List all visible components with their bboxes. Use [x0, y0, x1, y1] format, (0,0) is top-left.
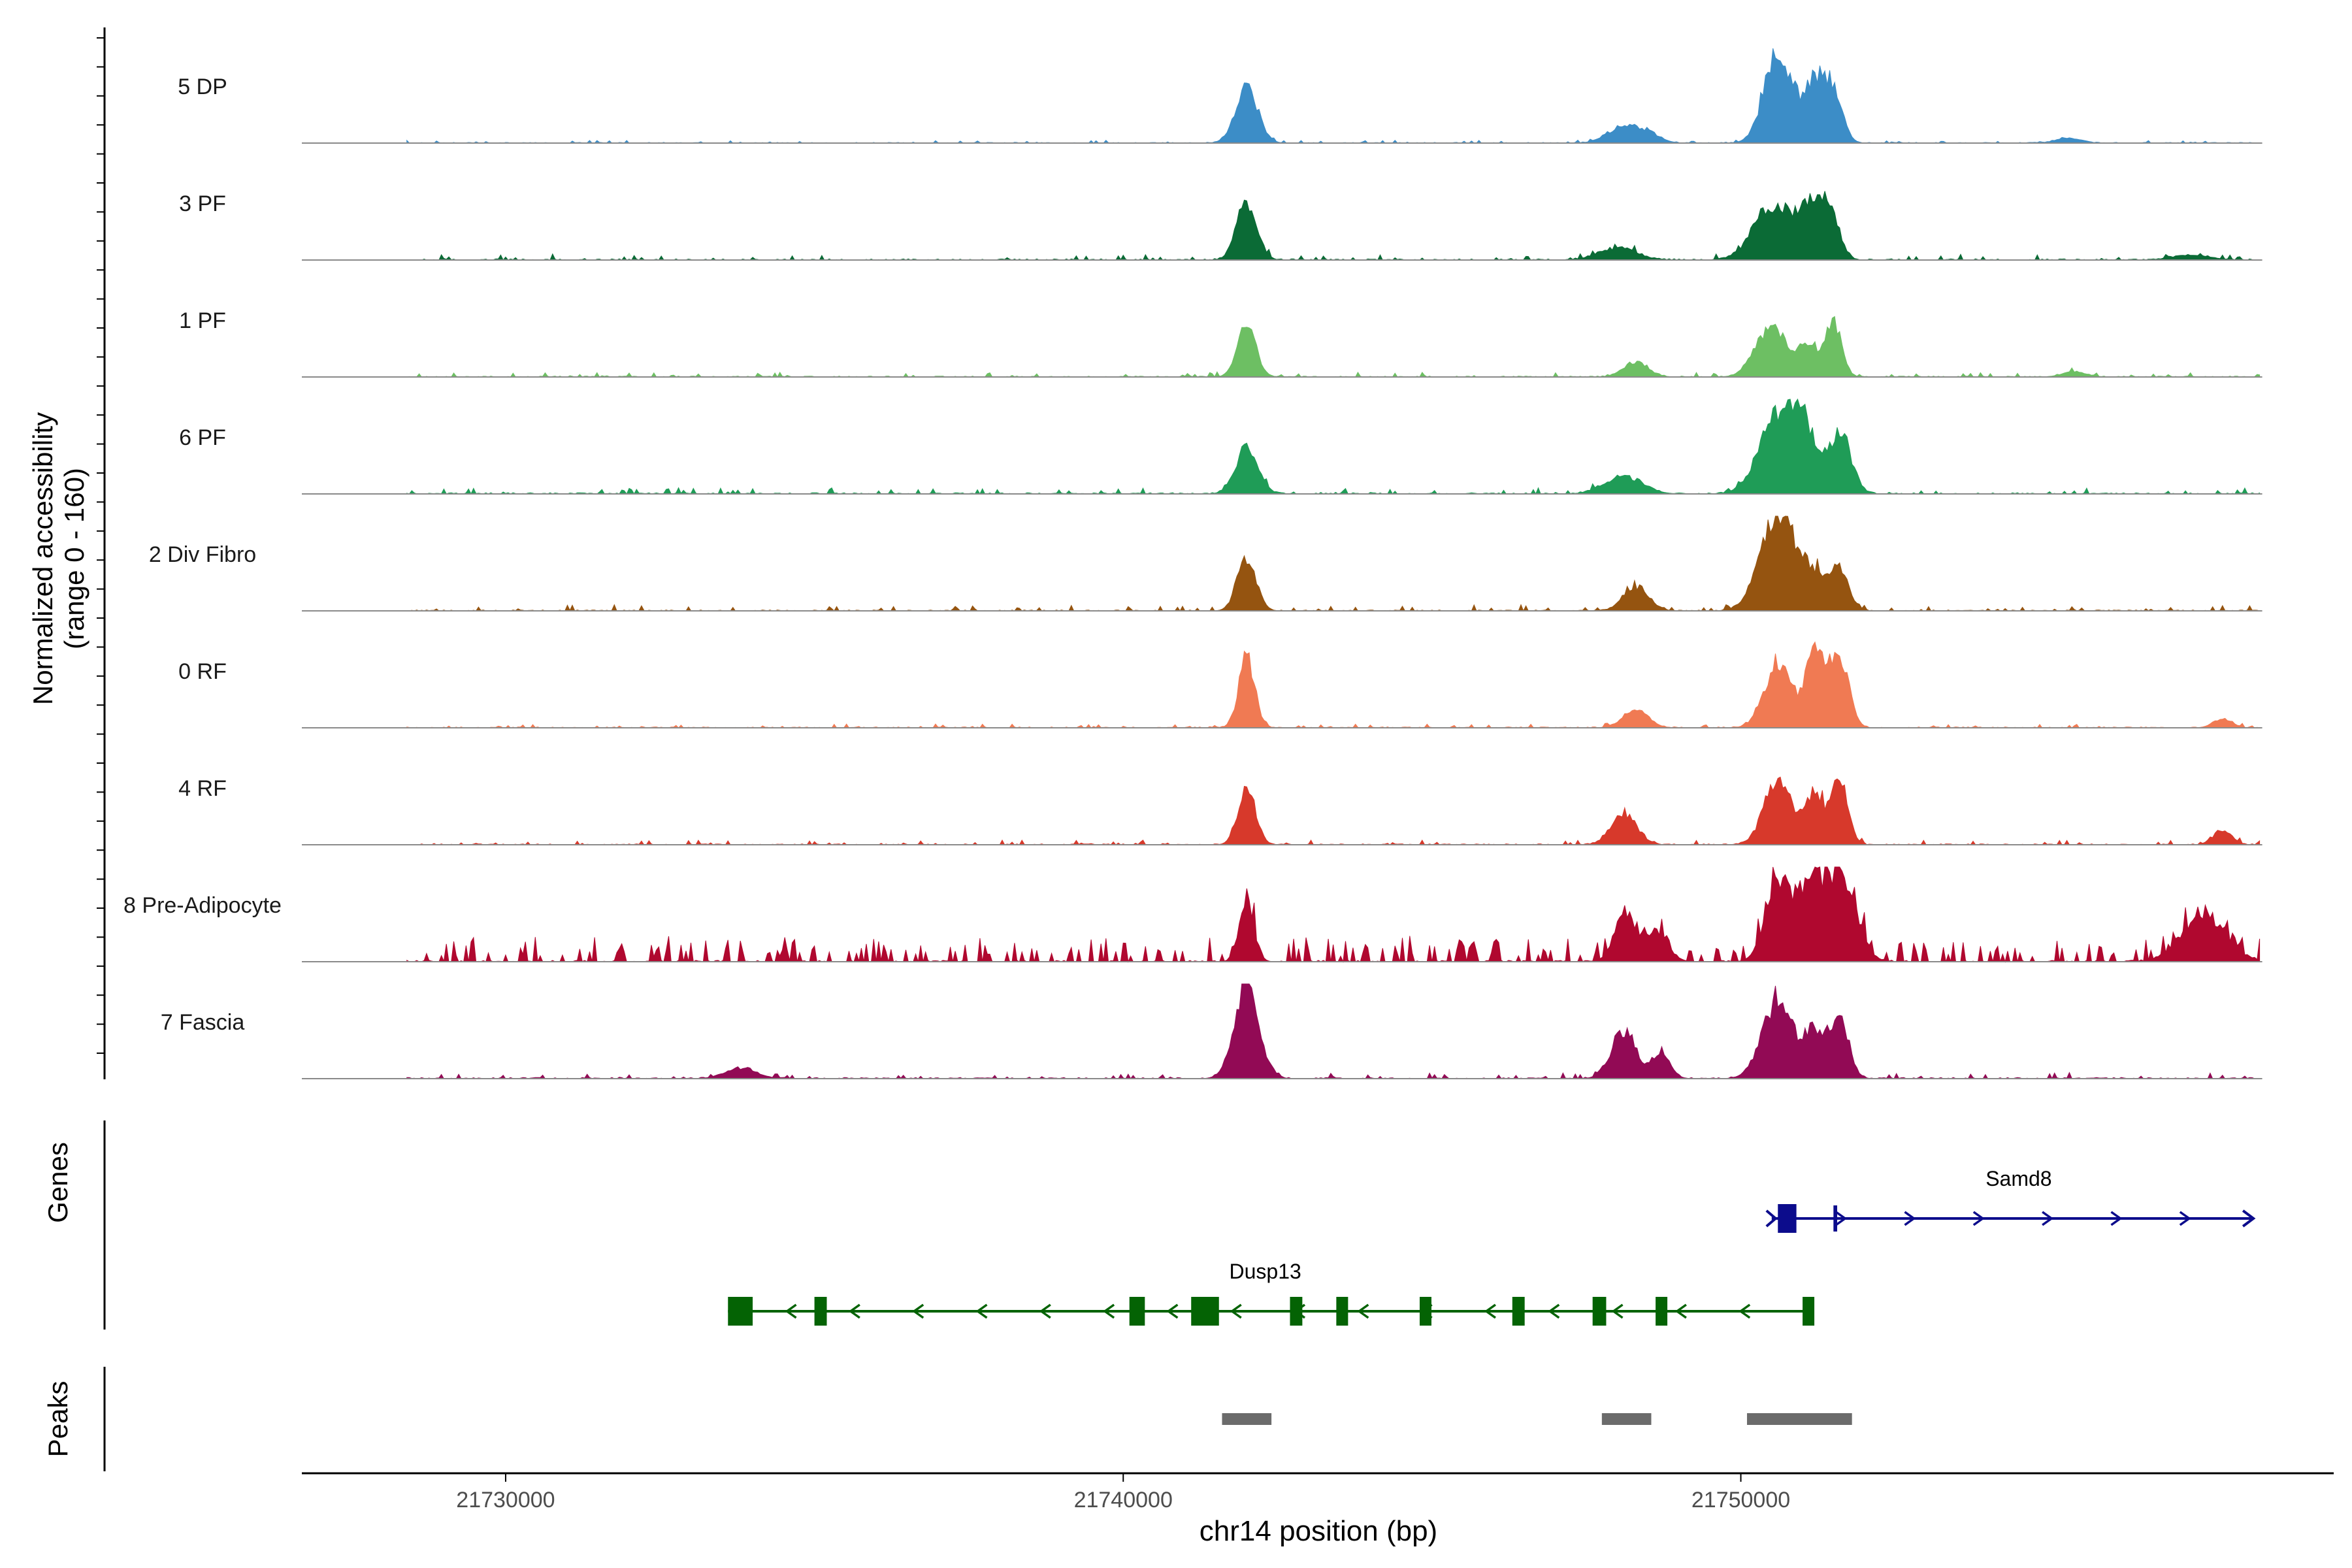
- gene-name-label: Samd8: [1985, 1167, 2051, 1190]
- strand-arrow: [2110, 1211, 2123, 1226]
- exon: [1803, 1297, 1815, 1326]
- exon: [1290, 1297, 1303, 1326]
- track-1-pf: 1 PF: [179, 308, 2262, 378]
- strand-arrow: [2042, 1211, 2054, 1226]
- strand-arrow: [1972, 1211, 1985, 1226]
- track-label: 2 Div Fibro: [149, 542, 256, 567]
- strand-arrow: [1039, 1303, 1051, 1319]
- peak-region: [1222, 1413, 1272, 1425]
- exon: [1336, 1297, 1348, 1326]
- strand-arrow: [1548, 1303, 1560, 1319]
- track-label: 3 PF: [179, 191, 226, 216]
- track-label: 6 PF: [179, 425, 226, 450]
- exon: [814, 1297, 827, 1326]
- exon: [728, 1297, 753, 1326]
- track-label: 1 PF: [179, 308, 226, 333]
- gene-name-label: Dusp13: [1230, 1260, 1301, 1283]
- strand-arrow: [2179, 1211, 2191, 1226]
- track-label: 0 RF: [178, 659, 227, 684]
- y-axis-title-line1: Normalized accessibility: [27, 412, 58, 705]
- exon: [1656, 1297, 1668, 1326]
- exon: [1191, 1297, 1219, 1326]
- exon: [1778, 1204, 1797, 1233]
- exon: [1592, 1297, 1607, 1326]
- track-7-fascia: 7 Fascia: [161, 983, 2262, 1079]
- strand-arrow: [785, 1303, 797, 1319]
- gene-dusp13: Dusp13: [728, 1260, 1815, 1326]
- track-8-pre-adipocyte: 8 Pre-Adipocyte: [123, 866, 2262, 963]
- gene-start-arrow: [1765, 1209, 1778, 1228]
- exon: [1129, 1297, 1145, 1326]
- strand-arrow: [1484, 1303, 1496, 1319]
- gene-track: Samd8 Dusp13: [728, 1167, 2256, 1326]
- coverage-area: [406, 983, 2260, 1079]
- gene-end-arrow: [2242, 1209, 2256, 1228]
- strand-arrow: [1357, 1303, 1369, 1319]
- genes-track-title: Genes: [42, 1142, 73, 1223]
- peak-track: [1222, 1413, 1852, 1425]
- strand-arrow: [1230, 1303, 1242, 1319]
- exon: [1419, 1297, 1431, 1326]
- track-3-pf: 3 PF: [179, 191, 2262, 261]
- y-axis-title-line2: (range 0 - 160): [59, 468, 90, 649]
- x-tick-label: 21730000: [456, 1488, 555, 1512]
- strand-arrow: [1103, 1303, 1115, 1319]
- track-5-dp: 5 DP: [178, 48, 2262, 144]
- track-label: 7 Fascia: [161, 1010, 245, 1035]
- strand-arrow: [975, 1303, 988, 1319]
- peak-region: [1601, 1413, 1652, 1425]
- track-label: 5 DP: [178, 74, 227, 99]
- axes: 21730000 21740000 21750000: [97, 27, 2334, 1512]
- strand-arrow: [912, 1303, 924, 1319]
- track-0-rf: 0 RF: [178, 641, 2262, 728]
- track-label: 4 RF: [178, 776, 227, 801]
- strand-arrow: [1904, 1211, 1916, 1226]
- strand-arrow: [1166, 1303, 1179, 1319]
- peak-region: [1746, 1413, 1852, 1425]
- track-4-rf: 4 RF: [178, 776, 2262, 845]
- peaks-track-title: Peaks: [42, 1381, 73, 1458]
- x-tick-label: 21750000: [1691, 1488, 1790, 1512]
- exon: [1833, 1205, 1837, 1232]
- strand-arrow: [1611, 1303, 1624, 1319]
- strand-arrow: [1674, 1303, 1687, 1319]
- x-tick-label: 21740000: [1074, 1488, 1173, 1512]
- gene-samd8: Samd8: [1765, 1167, 2256, 1233]
- strand-arrow: [1739, 1303, 1751, 1319]
- coverage-tracks: 5 DP 3 PF 1 PF 6 PF 2 Div Fibro 0 RF 4 RF 8 Pre…: [123, 48, 2262, 1079]
- track-label: 8 Pre-Adipocyte: [123, 893, 282, 918]
- x-axis-title: chr14 position (bp): [1200, 1515, 1437, 1547]
- track-6-pf: 6 PF: [179, 398, 2262, 495]
- track-2-div-fibro: 2 Div Fibro: [149, 515, 2262, 612]
- strand-arrow: [848, 1303, 860, 1319]
- exon: [1512, 1297, 1525, 1326]
- strand-arrow: [1835, 1211, 1848, 1226]
